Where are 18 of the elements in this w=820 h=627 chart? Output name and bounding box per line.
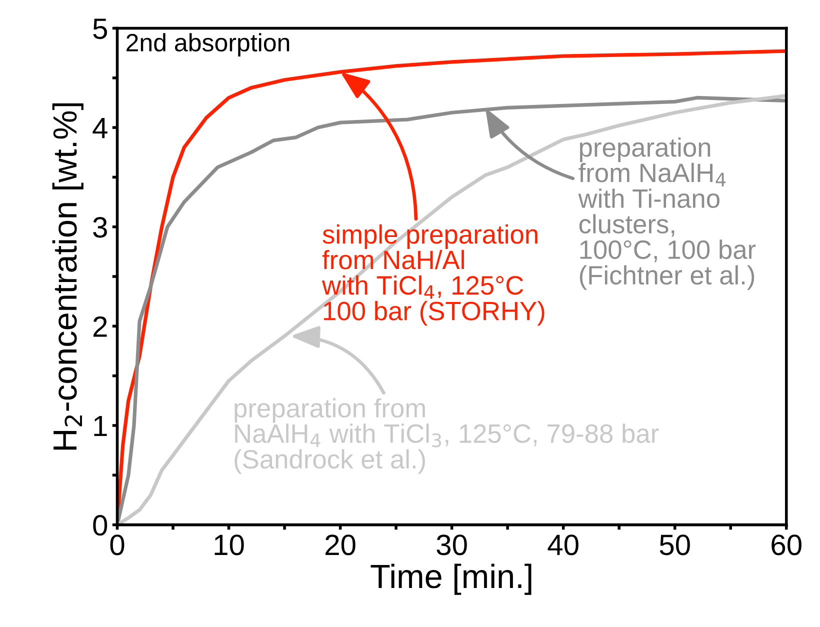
y-tick-label: 3 [93,217,107,238]
annotation: 2nd absorption [126,33,290,56]
y-tick-label: 1 [94,416,107,436]
annotation: simple preparation from NaH/Al with TiCl$_{4}$, 125°C 100 bar (STORHY) [322,224,544,326]
y-tick-label: 5 [93,18,108,40]
x-tick-label: 40 [548,534,578,556]
annotation: preparation from NaAlH$_{4}$ with Ti-nano clusters, 100°C, 100 bar (Fichtner et al.) [578,137,756,290]
x-tick-label: 20 [326,534,356,556]
x-tick-label: 60 [772,534,802,556]
x-axis-title: Time [min.] [370,564,532,595]
y-tick-label: 0 [93,515,108,536]
y-tick-label: 4 [92,118,108,138]
x-tick-label: 30 [436,534,467,556]
x-tick-label: 0 [110,534,124,556]
x-tick-label: 50 [660,534,690,556]
y-tick-label: 2 [93,316,107,337]
y-axis-title: H$_{2}$-concentration [wt.%] [52,103,84,450]
x-tick-label: 10 [214,534,244,556]
